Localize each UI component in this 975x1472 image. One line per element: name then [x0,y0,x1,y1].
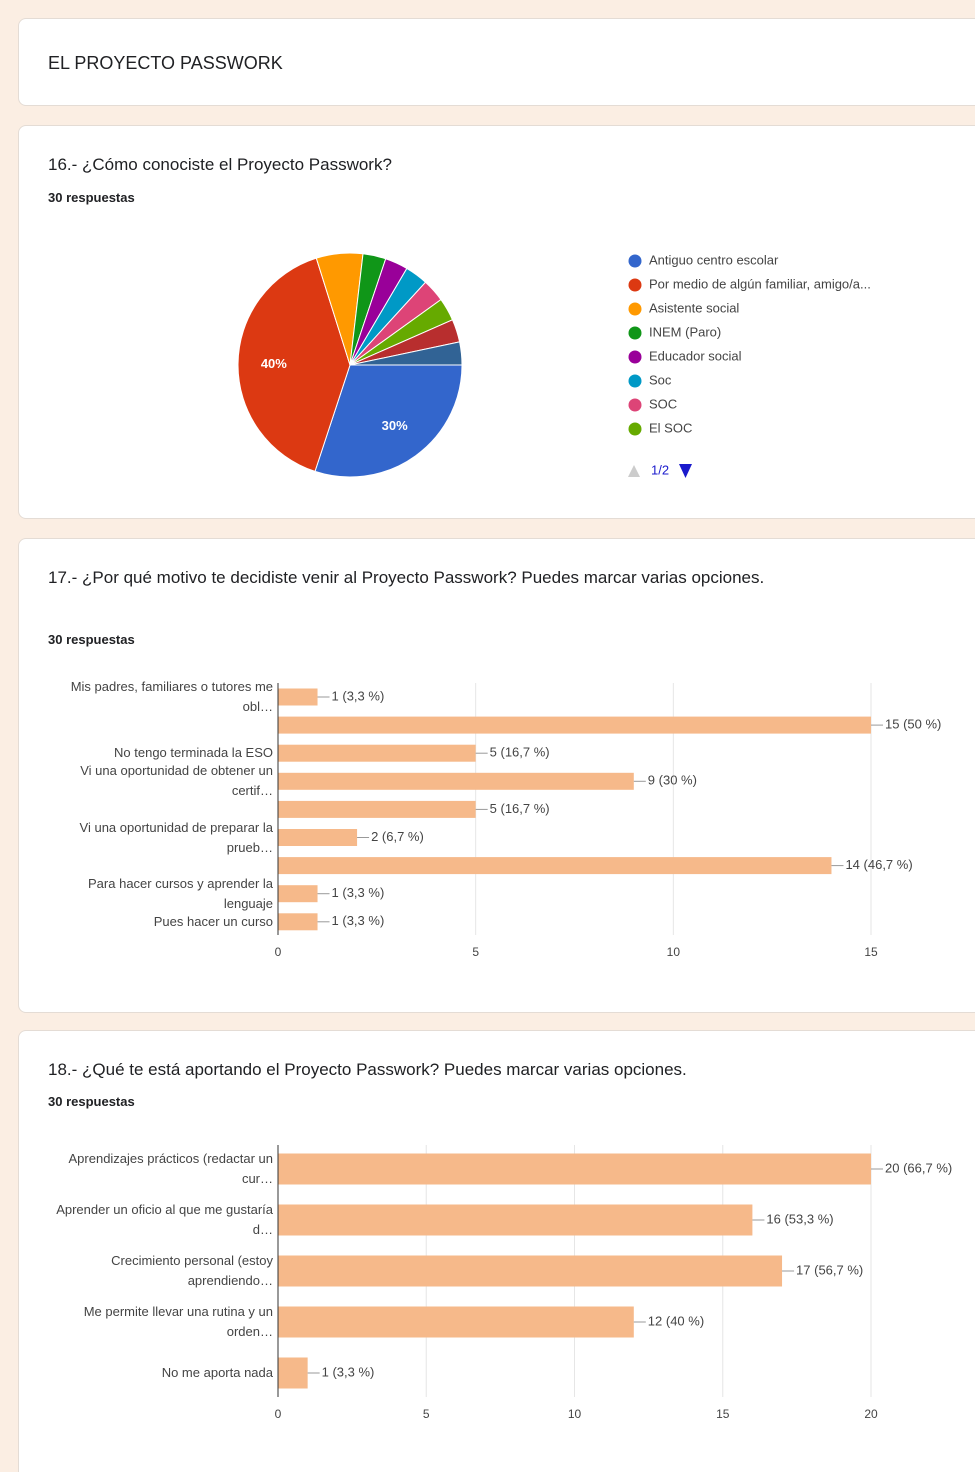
next-page[interactable] [679,464,692,478]
header-card [18,18,975,106]
bar [278,829,358,846]
x-tick-label: 5 [423,1407,430,1421]
category-label: Vi una oportunidad de obtener un certif… [80,763,273,799]
x-tick-label: 20 [864,1407,878,1421]
value-label: 5 (16,7 %) [490,745,550,760]
pie-slice [314,364,463,478]
legend-label: Educador social [649,348,742,363]
value-label: 15 (50 %) [885,717,941,732]
category-label: Aprender un oficio al que me gustaría d… [56,1202,273,1237]
category-label: Aprendizajes prácticos (redactar un cur… [68,1151,274,1186]
prev-page[interactable] [628,465,640,477]
bar [278,857,832,875]
legend-swatch [628,398,642,412]
category-label: No me aporta nada [161,1365,273,1380]
value-label: 1 (3,3 %) [332,913,385,928]
question-card [18,1030,975,1472]
bar [278,885,318,903]
legend-label: INEM (Paro) [649,324,721,339]
bar [278,1204,753,1236]
question-card [18,125,975,519]
value-label: 5 (16,7 %) [490,801,550,816]
legend-label: Asistente social [649,300,739,315]
pie-slice [349,341,463,366]
bar [278,772,634,790]
value-label: 1 (3,3 %) [322,1364,375,1379]
bar [278,1357,308,1389]
x-tick-label: 10 [568,1407,582,1421]
bar [278,913,318,931]
legend-swatch [628,374,642,388]
value-label: 12 (40 %) [648,1313,704,1328]
x-tick-label: 5 [472,945,479,959]
value-label: 16 (53,3 %) [766,1211,833,1226]
category-label: Mis padres, familiares o tutores me obl… [70,679,273,714]
value-label: 1 (3,3 %) [332,885,385,900]
slice-label: 40% [261,356,287,371]
legend-label: Por medio de algún familiar, amigo/a... [649,276,871,291]
pie-slice [237,257,351,473]
bar [278,744,476,762]
category-label: Pues hacer un curso [153,913,273,929]
bar [278,1153,871,1185]
question-title: 18.- ¿Qué te está aportando el Proyecto … [48,1060,687,1079]
form-title: EL PROYECTO PASSWORK [48,53,283,73]
value-label: 2 (6,7 %) [371,829,424,844]
value-label: 20 (66,7 %) [885,1160,952,1175]
category-label: No tengo terminada la ESO [114,745,273,761]
slice-label: 30% [382,418,408,433]
bar [278,688,318,706]
response-count: 30 respuestas [48,632,135,647]
response-count: 30 respuestas [48,190,135,205]
category-label: Vi una oportunidad de preparar la prueb… [79,819,273,855]
legend-swatch [628,302,642,316]
x-tick-label: 15 [864,945,878,959]
legend-label: SOC [649,396,677,411]
x-tick-label: 15 [716,1407,730,1421]
x-tick-label: 0 [275,1407,282,1421]
question-title: 16.- ¿Cómo conociste el Proyecto Passwor… [48,155,392,174]
legend-swatch [628,278,642,292]
category-label: Para hacer cursos y aprender la lenguaje [88,875,273,911]
x-tick-label: 0 [275,945,282,959]
legend-swatch [628,422,642,436]
category-label: Crecimiento personal (estoy aprendiendo… [111,1253,273,1288]
legend-swatch [628,254,642,268]
value-label: 1 (3,3 %) [332,688,385,703]
response-count: 30 respuestas [48,1094,135,1109]
legend-label: El SOC [649,420,692,435]
value-label: 17 (56,7 %) [796,1262,863,1277]
question-title: 17.- ¿Por qué motivo te decidiste venir … [48,568,765,587]
legend-label: Soc [649,372,672,387]
value-label: 14 (46,7 %) [845,857,912,872]
legend-page: 1/2 [651,462,669,477]
legend-swatch [628,326,642,340]
legend-label: Antiguo centro escolar [649,252,779,267]
x-tick-label: 10 [667,945,681,959]
category-label: Me permite llevar una rutina y un orden… [83,1304,273,1339]
value-label: 9 (30 %) [648,773,697,788]
bar [278,800,476,818]
legend-swatch [628,350,642,364]
bar [278,1255,783,1287]
bar [278,716,871,734]
bar [278,1306,634,1338]
